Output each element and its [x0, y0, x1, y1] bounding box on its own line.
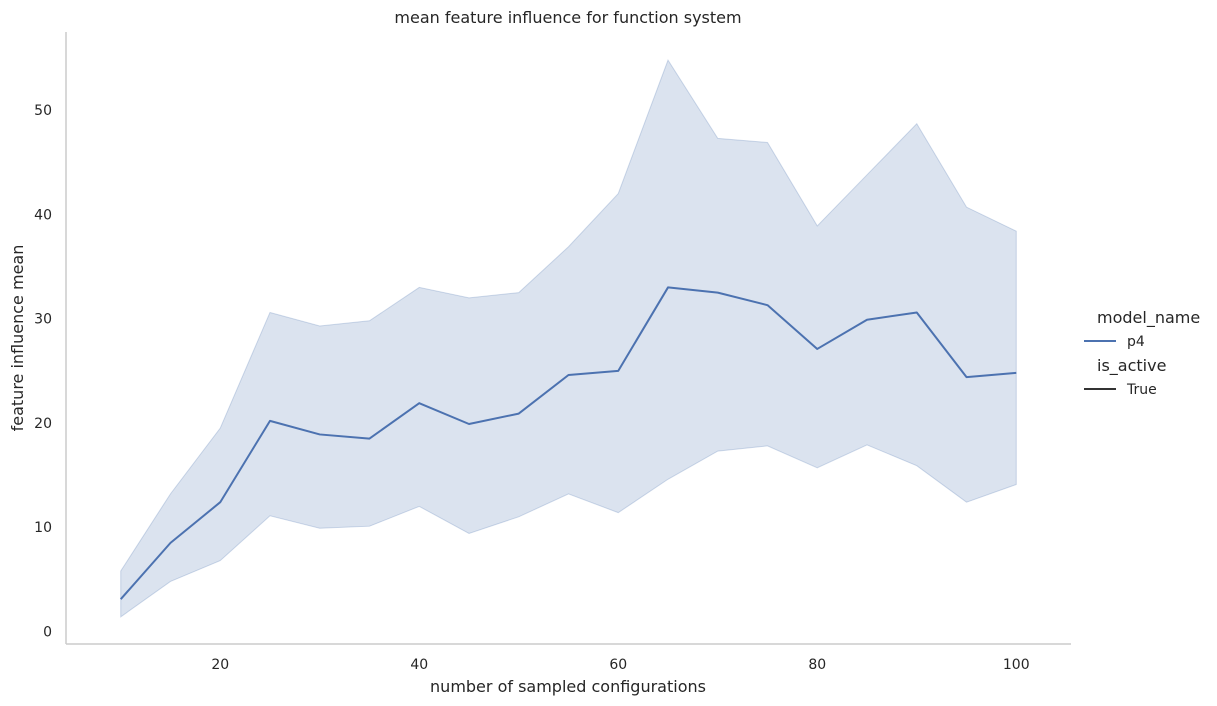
y-tick-label-50: 50 [34, 103, 52, 119]
y-axis-label: feature influence mean [8, 245, 27, 432]
y-tick-label-10: 10 [34, 520, 52, 536]
x-axis-label: number of sampled configurations [430, 677, 706, 696]
chart-title: mean feature influence for function syst… [394, 8, 741, 27]
x-tick-label-80: 80 [808, 657, 826, 673]
y-tick-labels: 0 10 20 30 40 50 [34, 103, 52, 640]
x-tick-labels: 20 40 60 80 100 [211, 657, 1029, 673]
y-tick-label-20: 20 [34, 416, 52, 432]
x-tick-label-40: 40 [410, 657, 428, 673]
legend-label-p4: p4 [1127, 334, 1145, 350]
legend: model_name p4 is_active True [1084, 308, 1200, 398]
legend-title-model-name: model_name [1097, 308, 1200, 328]
legend-label-true: True [1126, 382, 1157, 398]
confidence-band-p4 [120, 59, 1017, 618]
y-tick-label-0: 0 [43, 624, 52, 640]
y-tick-label-40: 40 [34, 207, 52, 223]
y-tick-label-30: 30 [34, 312, 52, 328]
series-line-layer [119, 286, 1017, 600]
x-tick-label-100: 100 [1003, 657, 1030, 673]
x-tick-label-60: 60 [609, 657, 627, 673]
x-tick-label-20: 20 [211, 657, 229, 673]
legend-title-is-active: is_active [1097, 356, 1166, 376]
confidence-band-layer [120, 59, 1017, 618]
